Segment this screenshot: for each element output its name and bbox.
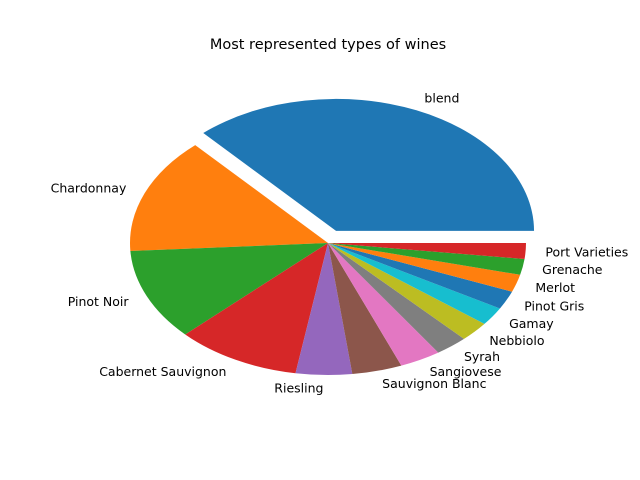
pie-slice-chardonnay: [130, 145, 328, 252]
pie-label-gamay: Gamay: [509, 316, 554, 331]
pie-label-riesling: Riesling: [274, 381, 323, 396]
pie-slice-sangiovese: [328, 243, 439, 366]
pie-label-pinot-noir: Pinot Noir: [68, 294, 130, 309]
pie-slices: [130, 98, 535, 376]
pie-label-chardonnay: Chardonnay: [51, 181, 127, 196]
pie-slice-syrah: [328, 243, 465, 353]
chart-title: Most represented types of wines: [210, 37, 446, 53]
pie-slice-merlot: [328, 243, 521, 292]
pie-label-sangiovese: Sangiovese: [430, 364, 502, 379]
pie-slice-gamay: [328, 243, 500, 324]
pie-label-sauvignon-blanc: Sauvignon Blanc: [382, 376, 486, 391]
pie-slice-pinot-gris: [328, 243, 513, 309]
pie-slice-grenache: [328, 243, 525, 275]
pie-slice-cabernet-sauvignon: [185, 243, 328, 374]
pie-label-grenache: Grenache: [542, 262, 603, 277]
pie-label-port-varieties: Port Varieties: [545, 244, 628, 259]
pie-slice-sauvignon-blanc: [328, 243, 402, 374]
pie-slice-nebbiolo: [328, 243, 485, 339]
pie-label-nebbiolo: Nebbiolo: [489, 333, 544, 348]
pie-slice-port-varieties: [328, 243, 526, 260]
pie-label-cabernet-sauvignon: Cabernet Sauvignon: [99, 364, 226, 379]
pie-label-syrah: Syrah: [464, 349, 500, 364]
pie-slice-pinot-noir: [130, 243, 328, 335]
pie-label-merlot: Merlot: [535, 280, 575, 295]
pie-labels: blend Chardonnay Pinot Noir Cabernet Sauvig…: [51, 91, 629, 396]
pie-label-pinot-gris: Pinot Gris: [524, 298, 584, 313]
pie-label-blend: blend: [424, 91, 459, 106]
pie-slice-riesling: [295, 243, 353, 376]
pie-slice-blend: [203, 98, 535, 231]
